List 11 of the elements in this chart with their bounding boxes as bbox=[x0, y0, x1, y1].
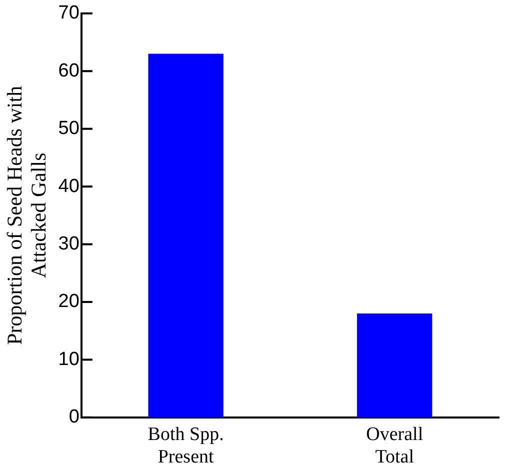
x-tick-label: Overall Total bbox=[366, 424, 424, 468]
y-tick-label: 60 bbox=[58, 60, 80, 82]
y-tick-label: 20 bbox=[58, 291, 80, 312]
y-tick-label: 30 bbox=[58, 233, 80, 254]
y-axis-title: Proportion of Seed Heads with Attacked Galls bbox=[2, 85, 51, 345]
y-tick-label: 0 bbox=[68, 406, 80, 428]
y-tick-label: 50 bbox=[58, 118, 80, 140]
y-tick-label: 70 bbox=[58, 2, 80, 24]
y-tick-label: 40 bbox=[58, 176, 80, 197]
y-tick-label: 10 bbox=[58, 348, 80, 370]
x-tick-label: Both Spp. Present bbox=[148, 424, 224, 468]
